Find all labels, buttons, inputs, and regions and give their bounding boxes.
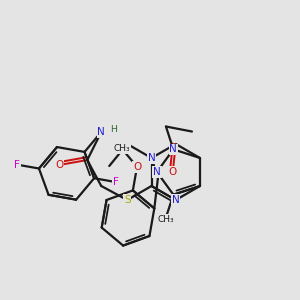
Text: O: O xyxy=(133,162,141,172)
Text: N: N xyxy=(172,195,180,205)
Text: CH₃: CH₃ xyxy=(157,215,174,224)
Text: N: N xyxy=(98,127,105,137)
Text: F: F xyxy=(14,160,20,170)
Text: S: S xyxy=(124,195,130,205)
Text: N: N xyxy=(148,153,155,163)
Text: H: H xyxy=(110,124,117,134)
Text: N: N xyxy=(153,167,161,177)
Text: F: F xyxy=(113,177,119,187)
Text: N: N xyxy=(169,144,177,154)
Text: O: O xyxy=(169,167,177,177)
Text: O: O xyxy=(55,160,63,170)
Text: CH₃: CH₃ xyxy=(113,144,130,153)
